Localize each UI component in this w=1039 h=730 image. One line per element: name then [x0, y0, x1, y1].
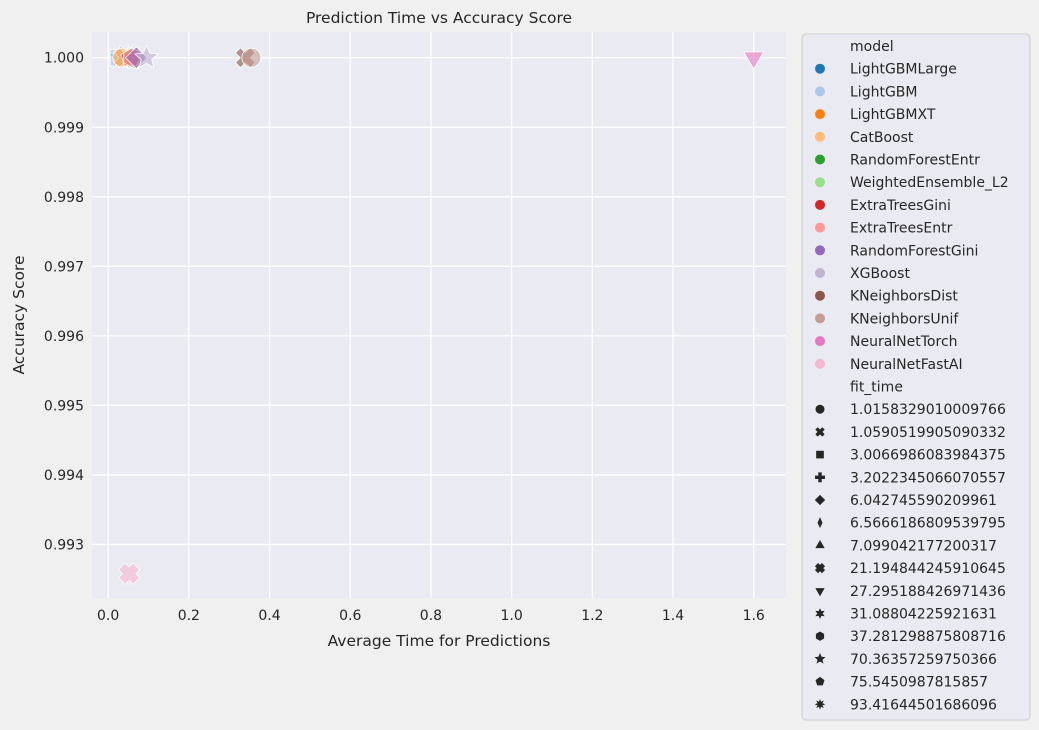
legend-marker: [815, 676, 825, 686]
legend-swatch: [815, 245, 825, 256]
data-point: [133, 44, 160, 69]
legend-marker: [814, 494, 826, 506]
legend-label: 75.5450987815857: [850, 675, 988, 691]
y-tick-label: 0.994: [44, 468, 84, 484]
legend-label: NeuralNetFastAI: [850, 357, 963, 373]
legend-swatch: [815, 199, 825, 210]
x-tick-label: 1.0: [500, 608, 522, 624]
legend-marker: [815, 427, 825, 437]
x-axis-label: Average Time for Predictions: [328, 632, 551, 650]
legend-label: 27.295188426971436: [850, 584, 1006, 600]
legend-style-title: fit_time: [850, 380, 903, 396]
legend-label: NeuralNetTorch: [850, 334, 958, 350]
x-tick-label: 1.2: [581, 608, 603, 624]
legend-label: 7.099042177200317: [850, 538, 997, 554]
legend-label: 1.0158329010009766: [850, 402, 1006, 418]
legend-marker: [817, 517, 823, 529]
x-tick-labels: 0.0 0.2 0.4 0.6 0.8 1.0 1.2 1.4 1.6: [97, 608, 765, 624]
y-tick-label: 0.995: [44, 398, 84, 414]
x-tick-label: 0.8: [420, 608, 442, 624]
legend-swatch: [815, 154, 825, 165]
x-tick-label: 0.6: [339, 608, 361, 624]
x-tick-label: 0.2: [178, 608, 200, 624]
legend-swatch: [815, 290, 825, 301]
legend-label: 31.08804225921631: [850, 607, 997, 623]
legend-label: CatBoost: [850, 130, 914, 146]
legend-marker: [815, 404, 825, 414]
y-tick-label: 0.998: [44, 190, 84, 206]
legend-label: 70.36357259750366: [850, 652, 997, 668]
x-tick-label: 0.0: [97, 608, 119, 624]
legend-label: LightGBMXT: [850, 107, 936, 123]
legend: model LightGBMLarge LightGBM LightGBMXT CatB…: [801, 33, 1031, 721]
legend-marker: [815, 540, 825, 549]
legend-label: 6.5666186809539795: [850, 516, 1006, 532]
legend-marker: [814, 653, 826, 664]
data-point: [241, 47, 262, 68]
legend-swatch: [815, 63, 825, 74]
y-tick-label: 0.999: [44, 120, 84, 136]
legend-swatch: [815, 313, 825, 324]
legend-label: RandomForestGini: [850, 243, 978, 259]
legend-swatch: [815, 222, 825, 233]
legend-label: ExtraTreesGini: [850, 198, 951, 214]
legend-swatch: [815, 268, 825, 278]
y-tick-label: 0.997: [44, 259, 84, 275]
legend-swatch: [815, 177, 825, 188]
legend-swatch: [815, 131, 825, 142]
y-axis-label: Accuracy Score: [10, 255, 28, 374]
legend-marker: [814, 563, 826, 574]
legend-hue-title: model: [850, 39, 894, 55]
legend-label: 3.2022345066070557: [850, 470, 1006, 486]
legend-label: 37.281298875808716: [850, 629, 1006, 645]
legend-label: LightGBMLarge: [850, 62, 957, 78]
legend-marker: [814, 698, 826, 710]
legend-swatch: [815, 336, 825, 347]
legend-label: WeightedEnsemble_L2: [850, 175, 1009, 191]
grid-lines: [92, 32, 786, 598]
legend-swatch: [815, 109, 825, 120]
legend-label: ExtraTreesEntr: [850, 221, 953, 237]
x-tick-label: 1.6: [743, 608, 765, 624]
legend-marker: [815, 631, 825, 641]
legend-marker: [815, 588, 825, 597]
legend-label: 3.0066986083984375: [850, 448, 1006, 464]
x-tick-label: 1.4: [662, 608, 684, 624]
legend-label: KNeighborsDist: [850, 289, 958, 305]
legend-label: 1.0590519905090332: [850, 425, 1006, 441]
y-tick-label: 0.993: [44, 537, 84, 553]
legend-label: 6.042745590209961: [850, 493, 997, 509]
legend-marker: [816, 450, 824, 459]
legend-frame: [801, 33, 1031, 721]
y-tick-labels: 0.993 0.994 0.995 0.996 0.997 0.998 0.999 1.000: [44, 51, 84, 554]
data-points: [107, 44, 765, 585]
y-tick-label: 1.000: [44, 51, 84, 67]
legend-swatch: [815, 358, 825, 369]
x-tick-label: 0.4: [258, 608, 280, 624]
legend-label: KNeighborsUnif: [850, 311, 959, 327]
legend-label: RandomForestEntr: [850, 153, 980, 169]
legend-marker: [815, 472, 825, 483]
plot-background: [92, 32, 786, 598]
legend-label: LightGBM: [850, 84, 917, 100]
legend-label: XGBoost: [850, 266, 910, 282]
data-point: [117, 562, 141, 585]
data-point: [743, 51, 765, 70]
legend-entries: model LightGBMLarge LightGBM LightGBMXT CatB…: [814, 39, 1009, 713]
legend-label: 21.194844245910645: [850, 561, 1006, 577]
legend-label: 93.41644501686096: [850, 697, 997, 713]
chart-title: Prediction Time vs Accuracy Score: [306, 9, 572, 27]
legend-swatch: [815, 86, 825, 97]
legend-marker: [815, 608, 825, 619]
y-tick-label: 0.996: [44, 329, 84, 345]
